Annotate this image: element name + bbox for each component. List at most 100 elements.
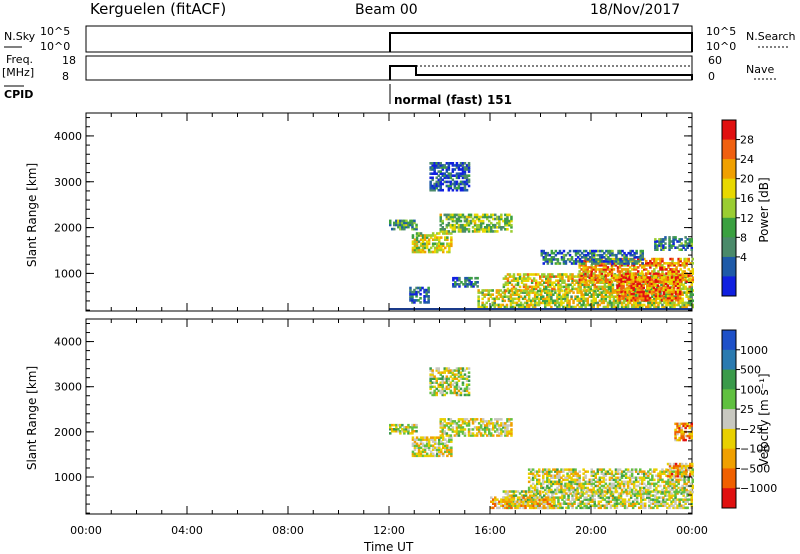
- heatmap-cell: [433, 162, 436, 165]
- heatmap-cell: [499, 289, 503, 292]
- heatmap-cell: [534, 273, 538, 276]
- heatmap-cell: [613, 253, 616, 257]
- heatmap-cell: [642, 284, 645, 287]
- heatmap-cell: [534, 285, 538, 289]
- heatmap-cell: [592, 266, 595, 269]
- heatmap-cell: [678, 422, 681, 426]
- heatmap-cell: [600, 301, 604, 305]
- heatmap-cell: [691, 276, 694, 279]
- heatmap-cell: [481, 228, 485, 231]
- heatmap-cell: [505, 295, 509, 298]
- heatmap-cell: [437, 184, 440, 188]
- heatmap-cell: [678, 287, 681, 291]
- heatmap-cell: [657, 472, 660, 475]
- heatmap-cell: [429, 184, 432, 188]
- heatmap-cell: [598, 276, 602, 279]
- heatmap-cell: [688, 498, 691, 501]
- heatmap-cell: [570, 478, 573, 482]
- heatmap-cell: [534, 500, 538, 503]
- heatmap-cell: [465, 215, 469, 219]
- heatmap-cell: [559, 273, 562, 276]
- heatmap-cell: [548, 500, 552, 503]
- heatmap-cell: [602, 468, 606, 471]
- heatmap-cell: [526, 496, 529, 499]
- heatmap-cell: [441, 434, 444, 437]
- heatmap-cell: [504, 426, 507, 429]
- heatmap-cell: [567, 502, 570, 505]
- heatmap-cell: [604, 295, 608, 298]
- heatmap-cell: [417, 446, 421, 449]
- heatmap-cell: [446, 446, 449, 449]
- heatmap-cell: [504, 500, 507, 503]
- heatmap-cell: [463, 418, 467, 421]
- heatmap-cell: [539, 289, 542, 293]
- heatmap-cell: [561, 502, 564, 505]
- heatmap-cell: [468, 281, 471, 284]
- heatmap-cell: [502, 490, 506, 493]
- heatmap-cell: [633, 502, 637, 505]
- heatmap-cell: [623, 260, 626, 263]
- heatmap-cell: [683, 270, 686, 273]
- heatmap-cell: [423, 288, 426, 292]
- heatmap-cell: [674, 422, 677, 426]
- heatmap-cell: [562, 301, 565, 305]
- heatmap-cell: [688, 434, 691, 438]
- heatmap-cell: [457, 393, 461, 397]
- heatmap-cell: [537, 285, 540, 289]
- heatmap-cell: [467, 221, 471, 225]
- heatmap-cell: [467, 223, 471, 227]
- heatmap-cell: [486, 434, 489, 437]
- heatmap-cell: [579, 500, 582, 503]
- heatmap-cell: [687, 480, 690, 484]
- heatmap-cell: [527, 476, 531, 479]
- heatmap-cell: [415, 438, 419, 441]
- heatmap-cell: [479, 420, 483, 423]
- heatmap-cell: [449, 434, 453, 437]
- heatmap-cell: [445, 422, 449, 425]
- heatmap-cell: [600, 293, 604, 296]
- heatmap-cell: [492, 498, 495, 501]
- heatmap-cell: [678, 504, 681, 507]
- heatmap-cell: [544, 468, 547, 471]
- heatmap-cell: [626, 305, 630, 309]
- heatmap-cell: [582, 256, 586, 259]
- heatmap-cell: [453, 230, 457, 233]
- heatmap-cell: [466, 278, 469, 282]
- heatmap-cell: [593, 506, 596, 510]
- heatmap-cell: [584, 268, 587, 271]
- heatmap-cell: [623, 506, 627, 510]
- heatmap-cell: [648, 492, 651, 495]
- heatmap-cell: [629, 496, 633, 499]
- heatmap-cell: [628, 290, 631, 294]
- colorbar-swatch: [722, 178, 736, 199]
- heatmap-cell: [441, 432, 444, 435]
- heatmap-cell: [658, 240, 661, 243]
- heatmap-cell: [676, 430, 679, 434]
- freq-tick-top: 18: [62, 54, 76, 67]
- heatmap-cell: [455, 369, 459, 372]
- heatmap-cell: [431, 232, 435, 235]
- heatmap-cell: [616, 305, 620, 309]
- heatmap-cell: [687, 478, 690, 482]
- heatmap-cell: [570, 258, 574, 261]
- heatmap-cell: [494, 504, 497, 507]
- heatmap-cell: [618, 284, 621, 287]
- heatmap-cell: [431, 377, 434, 380]
- heatmap-cell: [686, 246, 689, 249]
- heatmap-cell: [596, 280, 600, 284]
- heatmap-cell: [604, 270, 608, 273]
- heatmap-cell: [449, 391, 453, 395]
- heatmap-cell: [618, 484, 622, 488]
- heatmap-cell: [587, 490, 590, 493]
- heatmap-cell: [453, 420, 457, 423]
- heatmap-cell: [459, 230, 463, 233]
- heatmap-cell: [459, 424, 463, 427]
- heatmap-cell: [538, 299, 541, 303]
- heatmap-cell: [491, 301, 494, 305]
- heatmap-cell: [549, 285, 552, 289]
- heatmap-cell: [572, 478, 575, 482]
- heatmap-cell: [520, 504, 523, 507]
- colorbar-tick-label: 16: [740, 192, 754, 205]
- heatmap-cell: [557, 500, 560, 503]
- heatmap-cell: [547, 504, 550, 507]
